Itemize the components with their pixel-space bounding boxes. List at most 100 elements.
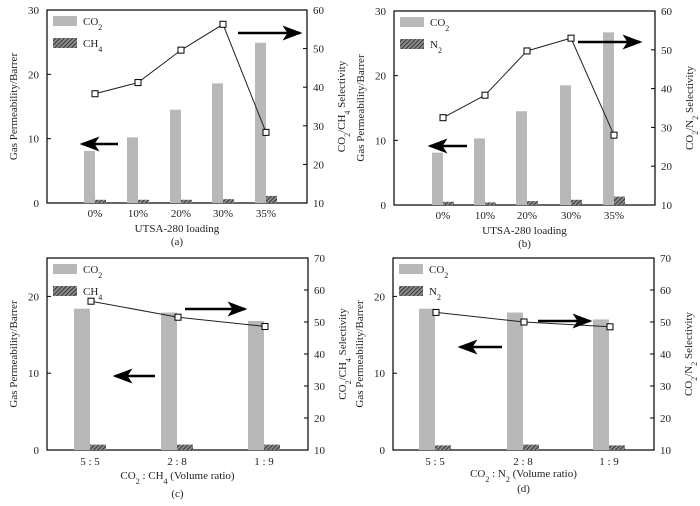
bar-co2 <box>507 312 523 450</box>
x-tick-label: 2 : 8 <box>513 456 533 468</box>
y-tick-label-right: 30 <box>313 121 325 133</box>
x-axis-title: UTSA-280 loading <box>482 225 567 237</box>
y-tick-label-left: 10 <box>374 368 386 380</box>
y-axis-title-right: CO2/N2 Selectivity <box>684 65 700 150</box>
selectivity-marker <box>432 308 440 316</box>
legend-label-ch4: CH4 <box>83 38 102 54</box>
legend-label-ch4: CH4 <box>83 286 102 302</box>
x-tick-label: 5 : 5 <box>80 456 100 468</box>
bar-co2 <box>255 42 266 204</box>
x-axis-title: UTSA-280 loading <box>135 223 220 235</box>
y-tick-label-left: 20 <box>374 291 386 303</box>
y-axis-title-left: Gas Permeability/Barrer <box>354 300 366 408</box>
y-tick-label-right: 10 <box>314 445 326 457</box>
legend-swatch-n2 <box>399 286 423 296</box>
y-tick-label-right: 30 <box>660 381 672 393</box>
bar-n2 <box>614 196 625 205</box>
panel-c: 0 10 20 10 20 30 40 50 60 70 5 : 5 2 : 8 1 : 9 CO2 CH4… <box>8 253 353 500</box>
panel-a: 0 10 20 30 10 20 30 40 50 60 0% 10% 20% 30% 35% CO2 CH4 G… <box>8 5 352 248</box>
bar-n2 <box>609 445 625 450</box>
y-tick-label-right: 40 <box>313 82 325 94</box>
selectivity-marker <box>610 131 618 139</box>
bar-n2 <box>571 199 582 205</box>
y-tick-label-right: 50 <box>314 317 326 329</box>
y-tick-label-left: 10 <box>375 135 387 147</box>
y-tick-label-right: 60 <box>313 5 325 17</box>
bar-co2 <box>474 138 485 205</box>
selectivity-marker <box>87 297 95 305</box>
x-tick-label: 35% <box>604 210 624 222</box>
bar-ch4 <box>95 199 106 203</box>
legend-swatch-co2 <box>400 17 424 27</box>
y-tick-label-left: 20 <box>28 69 40 81</box>
bar-n2 <box>443 201 454 205</box>
selectivity-marker <box>606 323 614 331</box>
selectivity-marker <box>91 90 99 98</box>
selectivity-marker <box>262 128 270 136</box>
selectivity-marker <box>520 318 528 326</box>
bar-n2 <box>435 445 451 450</box>
x-tick-label: 10% <box>475 210 495 222</box>
legend-swatch-ch4 <box>53 286 77 296</box>
y-tick-label-right: 50 <box>313 44 325 56</box>
bar-ch4 <box>223 199 234 203</box>
legend-label-co2: CO2 <box>430 17 449 33</box>
y-tick-label-right: 40 <box>661 84 673 96</box>
y-tick-label-right: 30 <box>661 122 673 134</box>
legend-swatch-n2 <box>400 39 424 49</box>
y-axis-title-right: CO2/N2 Selectivity <box>683 311 699 396</box>
selectivity-marker <box>219 20 227 28</box>
bar-ch4 <box>177 444 193 450</box>
selectivity-marker <box>261 322 269 330</box>
legend-swatch-co2 <box>53 264 77 274</box>
selectivity-marker <box>134 79 142 87</box>
bar-co2 <box>248 320 264 450</box>
y-tick-label-right: 20 <box>313 159 325 171</box>
bar-ch4 <box>90 444 106 450</box>
y-tick-label-right: 70 <box>314 253 326 265</box>
y-tick-label-left: 30 <box>375 6 387 18</box>
y-tick-label-left: 10 <box>28 134 40 146</box>
y-tick-label-right: 70 <box>660 253 672 265</box>
y-tick-label-right: 40 <box>314 349 326 361</box>
x-axis-title: CO2 : N2 (Volume ratio) <box>470 468 577 484</box>
y-axis-title-left: Gas Permeability/Barrer <box>8 53 20 161</box>
bar-co2 <box>593 319 609 450</box>
legend-label-co2: CO2 <box>83 16 102 32</box>
selectivity-marker <box>174 313 182 321</box>
selectivity-marker <box>481 91 489 99</box>
x-tick-label: 0% <box>436 210 451 222</box>
bar-n2 <box>523 444 539 450</box>
y-tick-label-left: 20 <box>375 71 387 83</box>
y-tick-label-right: 10 <box>660 445 672 457</box>
x-tick-label: 35% <box>256 208 276 220</box>
x-tick-label: 30% <box>213 208 233 220</box>
y-tick-label-right: 30 <box>314 381 326 393</box>
bar-co2 <box>74 308 90 450</box>
legend-label-n2: N2 <box>429 286 441 302</box>
y-tick-label-left: 0 <box>34 445 40 457</box>
legend-label-co2: CO2 <box>83 264 102 280</box>
bar-co2 <box>127 137 138 203</box>
y-tick-label-left: 30 <box>28 5 40 17</box>
y-tick-label-right: 20 <box>314 413 326 425</box>
bar-ch4 <box>181 199 192 203</box>
y-tick-label-right: 20 <box>661 161 673 173</box>
bar-co2 <box>170 109 181 203</box>
bar-co2 <box>212 83 223 203</box>
legend-label-n2: N2 <box>430 39 442 55</box>
bar-ch4 <box>266 195 277 203</box>
bar-n2 <box>527 201 538 205</box>
bar-n2 <box>485 202 496 205</box>
legend-swatch-co2 <box>53 16 77 26</box>
x-tick-label: 20% <box>517 210 537 222</box>
legend-swatch-ch4 <box>53 38 77 48</box>
y-axis-title-right: CO2/CH4 Selectivity <box>336 60 352 152</box>
bar-co2 <box>560 85 571 205</box>
y-tick-label-left: 0 <box>381 200 387 212</box>
x-tick-label: 2 : 8 <box>167 456 187 468</box>
bar-co2 <box>84 150 95 203</box>
y-tick-label-right: 40 <box>660 349 672 361</box>
bar-co2 <box>603 32 614 206</box>
